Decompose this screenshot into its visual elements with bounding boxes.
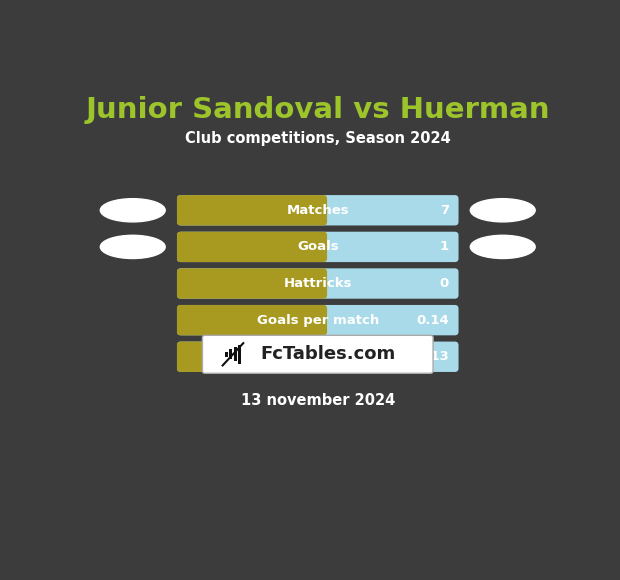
FancyBboxPatch shape [177,269,327,299]
FancyBboxPatch shape [177,195,327,226]
Text: Club competitions, Season 2024: Club competitions, Season 2024 [185,131,451,146]
Bar [229,349,232,359]
Ellipse shape [471,235,535,259]
FancyBboxPatch shape [177,269,459,299]
Ellipse shape [100,235,165,259]
Bar [234,347,237,361]
FancyBboxPatch shape [177,195,459,226]
FancyBboxPatch shape [177,305,459,335]
FancyBboxPatch shape [202,335,433,374]
Bar [238,345,241,364]
Text: Goals: Goals [297,240,339,253]
FancyBboxPatch shape [177,305,327,335]
Text: Hattricks: Hattricks [283,277,352,290]
Ellipse shape [471,199,535,222]
Text: Matches: Matches [286,204,349,217]
Text: 1: 1 [440,240,449,253]
Text: 0: 0 [440,277,449,290]
Text: Junior Sandoval vs Huerman: Junior Sandoval vs Huerman [86,96,550,124]
FancyBboxPatch shape [177,342,327,372]
Text: 7: 7 [440,204,449,217]
Text: 1013: 1013 [412,350,449,363]
Text: 13 november 2024: 13 november 2024 [241,393,395,408]
Text: Goals per match: Goals per match [257,314,379,327]
FancyBboxPatch shape [177,232,459,262]
Bar [225,351,228,357]
Text: 0.14: 0.14 [416,314,449,327]
Text: FcTables.com: FcTables.com [260,345,396,363]
FancyBboxPatch shape [177,232,327,262]
FancyBboxPatch shape [177,342,459,372]
Text: Min per goal: Min per goal [271,350,365,363]
Ellipse shape [100,199,165,222]
